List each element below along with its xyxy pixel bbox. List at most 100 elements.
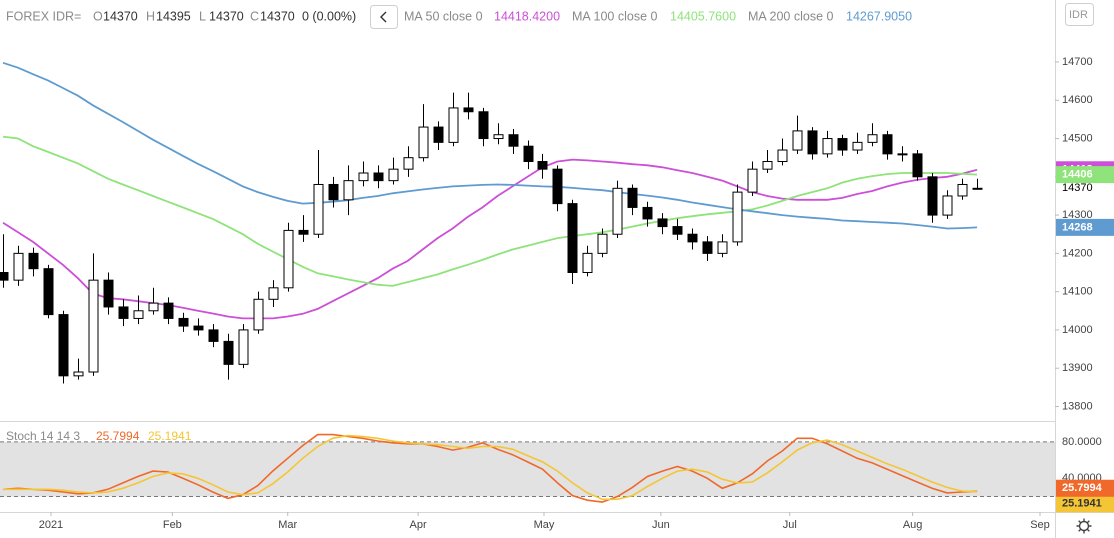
selector-box[interactable] [1065,3,1094,26]
candle-body [58,314,69,377]
candle-body [433,126,444,143]
chevron-icon[interactable] [380,11,387,23]
oscillator-tick-label: 80.0000 [1062,436,1102,448]
x-tick-label: Jul [783,519,797,531]
y-tick-label: 14600 [1062,94,1093,106]
candle-body [582,252,593,274]
settings-button[interactable] [1076,518,1092,534]
axis-badge-label: 14406 [1062,169,1093,181]
ohlc-value: 14370 [103,9,138,23]
candle-body [927,176,938,216]
candle-body [388,168,399,182]
candle-body [268,287,279,300]
candle-body [253,298,264,331]
ohlc-value: 14395 [156,9,191,23]
candle-body [43,268,54,316]
candle-body [418,126,429,159]
candle-body [328,183,339,201]
candle-body [298,229,309,235]
candle-body [193,325,204,331]
candle-body [972,187,983,190]
ohlc-letter: O [93,9,103,23]
axis-badge [1056,218,1114,236]
x-tick-label: 2021 [39,519,63,531]
oscillator-legend-value: 25.7994 [96,429,140,443]
current-price-label: 14370 [1062,182,1093,194]
candle-body [822,138,833,155]
oscillator-title: Stoch 14 14 3 [6,429,80,443]
y-tick-label: 13800 [1062,400,1093,412]
candle-body [552,168,563,205]
candle-body [0,272,9,281]
candle-body [807,130,818,155]
candle-body [103,279,114,308]
ohlc-value: 14370 [209,9,244,23]
candle-body [523,145,534,163]
candle-body [73,371,84,377]
candle-body [702,241,713,254]
candle-body [882,134,893,155]
y-tick-label: 14100 [1062,286,1093,298]
candle-body [612,187,623,235]
collapse-button[interactable] [370,5,398,29]
y-tick-label: 14500 [1062,132,1093,144]
currency-selector[interactable]: IDR [1065,3,1094,26]
candle-body [957,183,968,197]
candle-body [178,317,189,327]
symbol: FOREX IDR= [6,9,81,23]
candle-body [88,279,99,373]
candle-body [687,233,698,243]
candle-body [478,111,489,140]
candle-body [373,172,384,182]
oscillator-line [3,434,978,501]
candle-body [493,134,504,140]
button-box[interactable] [370,5,398,29]
candle-body [13,252,24,281]
candle-body [732,191,743,243]
ma-legend-name: MA 200 close 0 [748,9,834,23]
oscillator-band [0,441,1055,497]
currency[interactable]: IDR [1069,9,1088,21]
candle-body [163,302,174,319]
moving-average-line [2,61,978,230]
x-tick-label: Aug [903,519,923,531]
candle-body [238,329,249,365]
candle-body [133,310,144,319]
candle-body [403,157,414,170]
ma-legend-value: 14267.9050 [846,9,912,23]
candle-body [118,306,129,319]
candle-body [343,180,354,201]
moving-average-line [2,135,978,287]
axis-badge [1056,479,1114,497]
back-layer [0,441,1055,498]
candle-body [657,218,668,228]
candle-body [672,226,683,235]
candle-body [642,206,653,220]
x-tick-label: Feb [163,519,182,531]
ma-legend-value: 14418.4200 [494,9,560,23]
x-tick-label: Mar [278,519,297,531]
candle-body [942,195,953,216]
candle-body [912,153,923,178]
y-tick-label: 14000 [1062,324,1093,336]
ohlc-letter: C [250,9,259,23]
candle-body [792,130,803,151]
candle-body [463,107,474,113]
candle-body [537,161,548,170]
x-tick-label: Sep [1030,519,1050,531]
ohlc-letter: L [199,9,206,23]
ohlc-letter: H [146,9,155,23]
price-label-bg [1056,181,1114,196]
axis-badge-label: 25.1941 [1062,498,1102,510]
candle-body [313,183,324,235]
axis-badge [1056,495,1114,513]
candle-body [448,107,459,143]
axis-layer: 80.000040.000020.00001380013900140001410… [39,56,1114,531]
gear-teeth[interactable] [1076,518,1092,534]
candle-body [852,141,863,151]
candle-body [897,153,908,156]
axis-badge [1056,166,1114,184]
y-tick-label: 14200 [1062,247,1093,259]
